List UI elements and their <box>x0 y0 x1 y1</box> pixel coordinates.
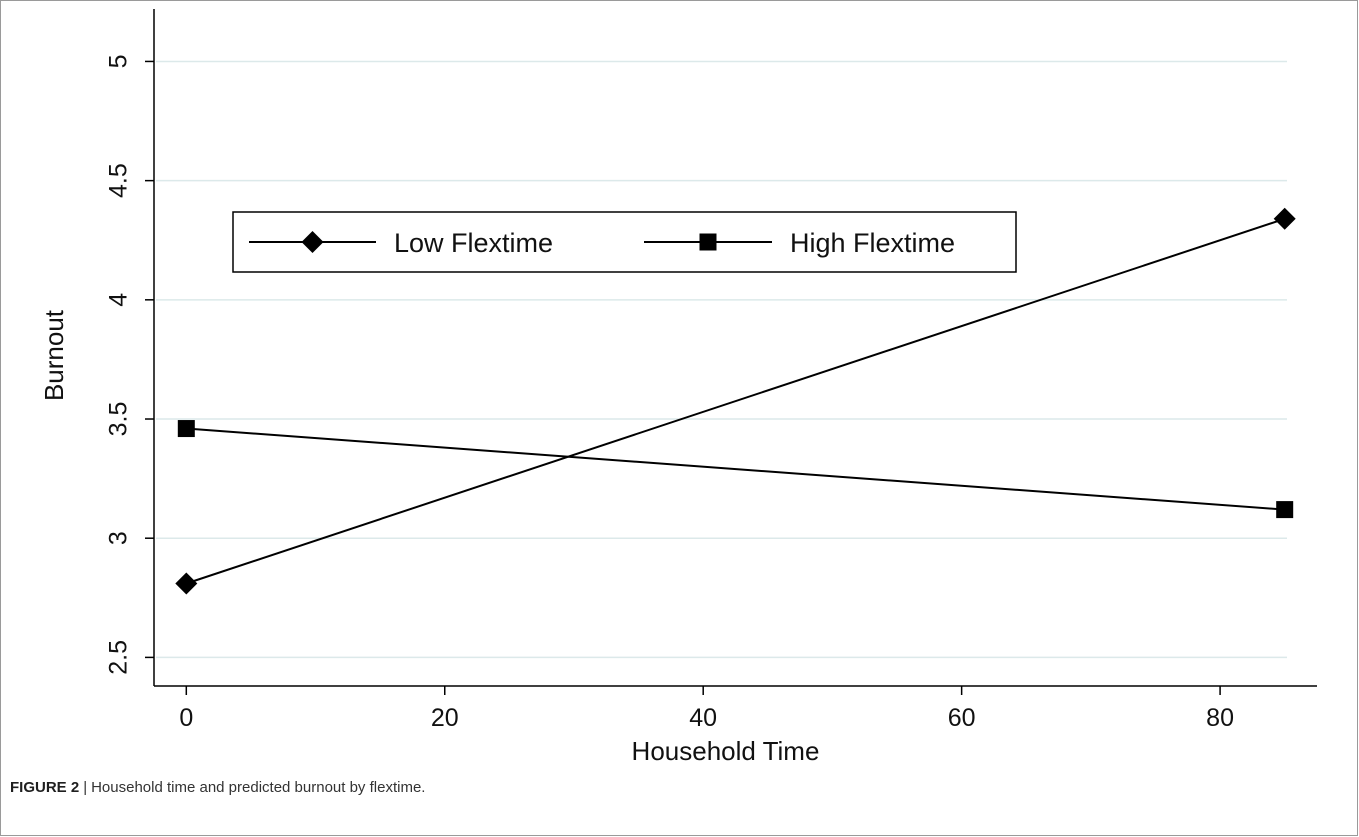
series-line <box>186 427 1285 511</box>
y-tick-label: 3 <box>105 531 133 545</box>
y-tick-label: 4 <box>105 293 133 307</box>
x-tick-label: 80 <box>1206 704 1234 732</box>
data-point-diamond <box>175 572 198 595</box>
data-point-square <box>1276 501 1294 519</box>
y-tick-label: 5 <box>105 54 133 68</box>
axes: 2.5 3 3.5 4 4.5 5 0 20 40 60 80 <box>105 9 1317 732</box>
gridlines <box>156 60 1287 659</box>
legend-entry: Low Flextime <box>249 228 553 258</box>
x-tick-label: 0 <box>179 704 193 732</box>
figure-caption: FIGURE 2 | Household time and predicted bu… <box>10 779 425 796</box>
caption-separator: | <box>83 779 88 796</box>
series-diamond <box>175 207 1296 595</box>
legend-marker-square <box>699 233 717 251</box>
data-point-diamond <box>1273 207 1296 230</box>
y-axis-title: Burnout <box>39 309 69 401</box>
legend-label: Low Flextime <box>394 228 553 258</box>
data-point-square <box>177 420 195 438</box>
y-tick-label: 3.5 <box>105 402 133 437</box>
chart: 2.5 3 3.5 4 4.5 5 0 20 40 60 80 Low Flextime High F… <box>39 9 1317 766</box>
caption-label: FIGURE 2 <box>10 779 80 796</box>
y-tick-label: 4.5 <box>105 163 133 198</box>
legend: Low Flextime High Flextime <box>232 211 1017 273</box>
x-tick-label: 20 <box>431 704 459 732</box>
series <box>175 207 1296 595</box>
x-tick-label: 60 <box>948 704 976 732</box>
legend-label: High Flextime <box>790 228 955 258</box>
legend-entry: High Flextime <box>644 228 955 258</box>
x-tick-label: 40 <box>689 704 717 732</box>
legend-marker-diamond <box>301 231 324 253</box>
caption-text: Household time and predicted burnout by … <box>91 779 426 796</box>
x-axis-title: Household Time <box>632 736 820 766</box>
y-tick-label: 2.5 <box>105 640 133 675</box>
series-line <box>185 217 1286 585</box>
series-square <box>177 420 1294 519</box>
